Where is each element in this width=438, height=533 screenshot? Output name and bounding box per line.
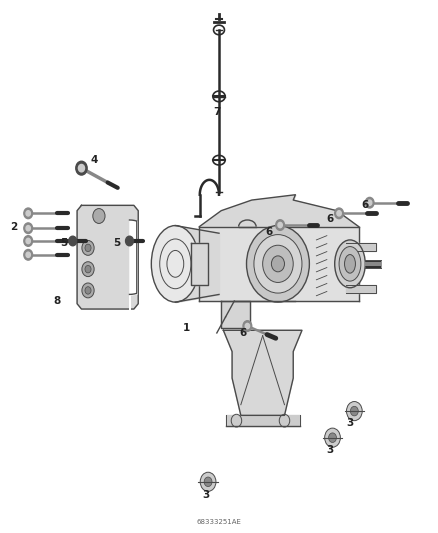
Circle shape bbox=[26, 225, 30, 231]
Circle shape bbox=[367, 200, 372, 205]
Circle shape bbox=[82, 240, 94, 255]
Circle shape bbox=[254, 235, 302, 293]
Circle shape bbox=[263, 245, 293, 282]
Circle shape bbox=[93, 208, 105, 223]
Ellipse shape bbox=[335, 240, 365, 288]
Circle shape bbox=[337, 211, 341, 216]
Polygon shape bbox=[226, 415, 300, 426]
Text: 3: 3 bbox=[327, 445, 334, 455]
Polygon shape bbox=[221, 301, 250, 328]
Circle shape bbox=[24, 249, 32, 260]
Text: 5: 5 bbox=[60, 238, 67, 247]
Text: 3: 3 bbox=[346, 418, 353, 429]
Polygon shape bbox=[346, 243, 376, 251]
Polygon shape bbox=[223, 330, 302, 415]
Text: 3: 3 bbox=[202, 490, 209, 500]
Circle shape bbox=[85, 287, 91, 294]
Circle shape bbox=[85, 244, 91, 252]
Circle shape bbox=[24, 208, 32, 219]
Polygon shape bbox=[346, 285, 376, 293]
Text: 6: 6 bbox=[327, 214, 334, 224]
Circle shape bbox=[243, 321, 252, 332]
Circle shape bbox=[328, 433, 336, 442]
Circle shape bbox=[78, 165, 85, 172]
Ellipse shape bbox=[339, 247, 361, 281]
Text: 6: 6 bbox=[265, 227, 273, 237]
Circle shape bbox=[26, 238, 30, 244]
Circle shape bbox=[82, 283, 94, 298]
Circle shape bbox=[325, 428, 340, 447]
Text: 2: 2 bbox=[10, 222, 18, 232]
Circle shape bbox=[24, 223, 32, 233]
Ellipse shape bbox=[151, 225, 199, 302]
Circle shape bbox=[85, 265, 91, 273]
Text: 6: 6 bbox=[240, 328, 247, 338]
Circle shape bbox=[200, 472, 216, 491]
Polygon shape bbox=[199, 227, 359, 301]
Ellipse shape bbox=[345, 255, 356, 273]
Circle shape bbox=[69, 236, 77, 246]
Circle shape bbox=[26, 252, 30, 257]
Circle shape bbox=[26, 211, 30, 216]
Text: 7: 7 bbox=[213, 107, 220, 117]
Text: 8: 8 bbox=[54, 296, 61, 306]
Circle shape bbox=[245, 324, 250, 329]
Circle shape bbox=[276, 220, 285, 230]
Circle shape bbox=[350, 406, 358, 416]
Polygon shape bbox=[77, 205, 138, 309]
Text: 4: 4 bbox=[91, 155, 98, 165]
Text: 68333251AE: 68333251AE bbox=[197, 519, 241, 524]
Circle shape bbox=[76, 161, 87, 175]
Polygon shape bbox=[191, 243, 208, 285]
Circle shape bbox=[278, 222, 283, 228]
Circle shape bbox=[24, 236, 32, 246]
Circle shape bbox=[82, 262, 94, 277]
Circle shape bbox=[204, 477, 212, 487]
Circle shape bbox=[335, 208, 343, 219]
Circle shape bbox=[365, 197, 374, 208]
Circle shape bbox=[247, 225, 309, 302]
Circle shape bbox=[346, 401, 362, 421]
Circle shape bbox=[126, 236, 134, 246]
Text: 6: 6 bbox=[362, 200, 369, 211]
Circle shape bbox=[272, 256, 285, 272]
Text: 5: 5 bbox=[113, 238, 120, 247]
Text: 1: 1 bbox=[183, 322, 190, 333]
